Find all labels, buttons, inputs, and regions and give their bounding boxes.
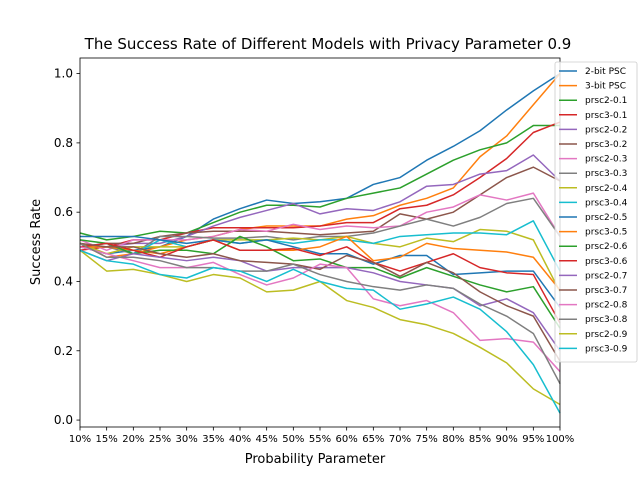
x-tick-label: 35% xyxy=(202,434,224,445)
y-tick-label: 0.8 xyxy=(54,136,73,150)
x-tick-label: 30% xyxy=(176,434,198,445)
series-line-prsc2-0-8 xyxy=(79,246,561,373)
legend-entry: prsc3-0.6 xyxy=(585,257,628,267)
legend-entry: prsc3-0.5 xyxy=(585,228,627,238)
legend-entry: prsc3-0.4 xyxy=(585,198,628,208)
legend-box xyxy=(554,61,638,363)
legend-entry: prsc2-0.6 xyxy=(585,242,628,252)
x-tick-label: 20% xyxy=(122,434,144,445)
legend-entry: prsc3-0.3 xyxy=(585,169,627,179)
series-line-prsc2-0-9 xyxy=(79,249,561,406)
series-line-prsc2-0-6 xyxy=(79,235,561,329)
legend-entry: prsc2-0.2 xyxy=(585,125,627,135)
legend: 2-bit PSC 3-bit PSC prsc2-0.1 prsc3-0.1 prsc… xyxy=(554,61,638,363)
y-tick-label: 0.6 xyxy=(54,205,73,219)
series-line-prsc3-0-9 xyxy=(79,249,561,414)
x-tick-label: 80% xyxy=(442,434,464,445)
legend-entry: prsc3-0.9 xyxy=(585,344,628,354)
x-tick-label: 90% xyxy=(496,434,518,445)
y-axis-label: Success Rate xyxy=(29,199,44,285)
series-layer xyxy=(79,72,561,414)
legend-entry: prsc3-0.2 xyxy=(585,140,627,150)
x-tick-label: 65% xyxy=(362,434,384,445)
x-tick-label: 60% xyxy=(336,434,358,445)
legend-entry: 2-bit PSC xyxy=(585,67,626,77)
legend-entry: prsc2-0.3 xyxy=(585,155,627,165)
legend-entry: prsc2-0.4 xyxy=(585,184,628,194)
y-tick-label: 1.0 xyxy=(54,67,73,81)
x-tick-label: 45% xyxy=(256,434,278,445)
x-tick-label: 75% xyxy=(416,434,438,445)
legend-entry: prsc2-0.7 xyxy=(585,271,627,281)
x-tick-label: 85% xyxy=(469,434,491,445)
x-tick-label: 100% xyxy=(546,434,575,445)
legend-entry: prsc3-0.8 xyxy=(585,315,628,325)
legend-entry: prsc3-0.7 xyxy=(585,286,627,296)
series-line-prsc2-0-1 xyxy=(79,124,560,241)
y-tick-label: 0.4 xyxy=(54,274,73,288)
y-tick-label: 0.0 xyxy=(54,413,73,427)
x-tick-label: 70% xyxy=(389,434,411,445)
series-line-prsc3-0-8 xyxy=(79,242,561,385)
legend-entry: 3-bit PSC xyxy=(585,82,626,92)
legend-entry: prsc2-0.8 xyxy=(585,301,628,311)
x-tick-label: 25% xyxy=(149,434,171,445)
x-tick-label: 15% xyxy=(96,434,118,445)
x-tick-label: 50% xyxy=(282,434,304,445)
legend-entry: prsc3-0.1 xyxy=(585,111,627,121)
series-line-prsc2-0-2 xyxy=(80,154,561,248)
chart-title: The Success Rate of Different Models wit… xyxy=(84,35,572,53)
legend-entry: prsc2-0.5 xyxy=(585,213,627,223)
series-line-prsc3-0-7 xyxy=(79,242,561,362)
legend-entry: prsc2-0.9 xyxy=(585,330,628,340)
legend-entry: prsc2-0.1 xyxy=(585,96,627,106)
series-line-prsc2-0-5 xyxy=(80,235,561,308)
series-line-prsc3-0-3 xyxy=(80,197,561,255)
series-line-prsc3-0-1 xyxy=(79,121,561,252)
x-tick-label: 95% xyxy=(522,434,544,445)
y-tick-label: 0.2 xyxy=(54,344,73,358)
x-axis-label: Probability Parameter xyxy=(245,452,386,467)
x-tick-label: 40% xyxy=(229,434,251,445)
x-tick-label: 55% xyxy=(309,434,331,445)
series-line-prsc2-0-7 xyxy=(79,249,561,352)
x-tick-label: 10% xyxy=(69,434,91,445)
